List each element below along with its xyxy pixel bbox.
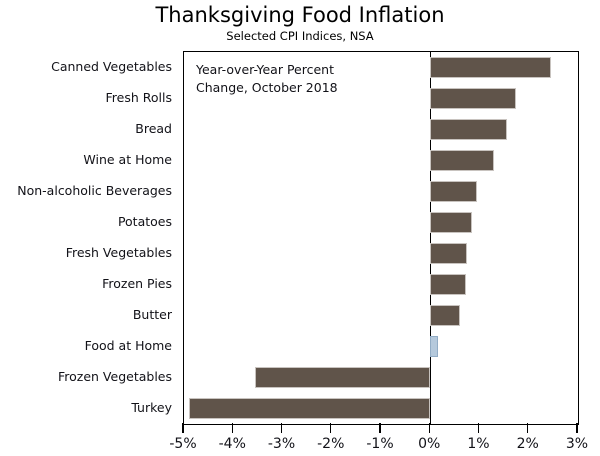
category-label-bread: Bread (135, 120, 172, 136)
x-tick-label-0pct: 0% (418, 436, 441, 452)
x-tick-label--1pct: -1% (366, 436, 394, 452)
category-label-butter: Butter (132, 306, 172, 322)
category-label-food-at-home: Food at Home (84, 337, 172, 353)
x-tick-label-1pct: 1% (467, 436, 490, 452)
bar-potatoes (430, 212, 473, 233)
bar-food-at-home (430, 336, 438, 357)
x-tick-mark (477, 423, 480, 433)
bar-butter (430, 305, 460, 326)
bar-canned-vegetables (430, 57, 551, 78)
category-label-fresh-vegetables: Fresh Vegetables (65, 244, 172, 260)
plot-area (183, 51, 579, 425)
x-tick-mark (231, 423, 233, 433)
bar-fresh-vegetables (430, 243, 468, 264)
bar-fresh-rolls (430, 88, 517, 109)
category-label-frozen-pies: Frozen Pies (102, 275, 172, 291)
category-label-wine-at-home: Wine at Home (83, 151, 172, 167)
chart-subtitle: Selected CPI Indices, NSA (226, 29, 374, 43)
category-label-frozen-vegetables: Frozen Vegetables (57, 368, 172, 384)
x-tick-label--5pct: -5% (169, 436, 197, 452)
bar-frozen-pies (430, 274, 466, 295)
bar-wine-at-home (430, 150, 495, 171)
x-tick-mark (330, 423, 332, 433)
category-label-potatoes: Potatoes (117, 213, 172, 229)
category-label-fresh-rolls: Fresh Rolls (105, 89, 172, 105)
bar-turkey (188, 398, 431, 419)
bar-bread (430, 119, 507, 140)
zero-axis-line (429, 52, 431, 424)
x-tick-mark (280, 423, 283, 433)
x-tick-label--2pct: -2% (317, 436, 345, 452)
x-tick-label-2pct: 2% (516, 436, 539, 452)
bar-non-alcoholic-beverages (430, 181, 478, 202)
x-tick-label-3pct: 3% (565, 436, 589, 452)
chart-title: Thanksgiving Food Inflation (155, 3, 445, 27)
x-tick-mark (182, 423, 184, 433)
x-tick-label--3pct: -3% (267, 436, 296, 452)
annotation-text: Year-over-Year Percent Change, October 2… (196, 62, 338, 95)
category-label-canned-vegetables: Canned Vegetables (51, 58, 172, 74)
x-tick-label--4pct: -4% (218, 436, 246, 452)
x-tick-mark (379, 423, 381, 433)
bar-frozen-vegetables (255, 367, 431, 388)
x-tick-mark (527, 423, 529, 433)
category-label-turkey: Turkey (131, 399, 172, 415)
category-label-non-alcoholic-beverages: Non-alcoholic Beverages (17, 182, 172, 198)
x-tick-mark (576, 423, 578, 433)
x-tick-mark (428, 423, 430, 433)
